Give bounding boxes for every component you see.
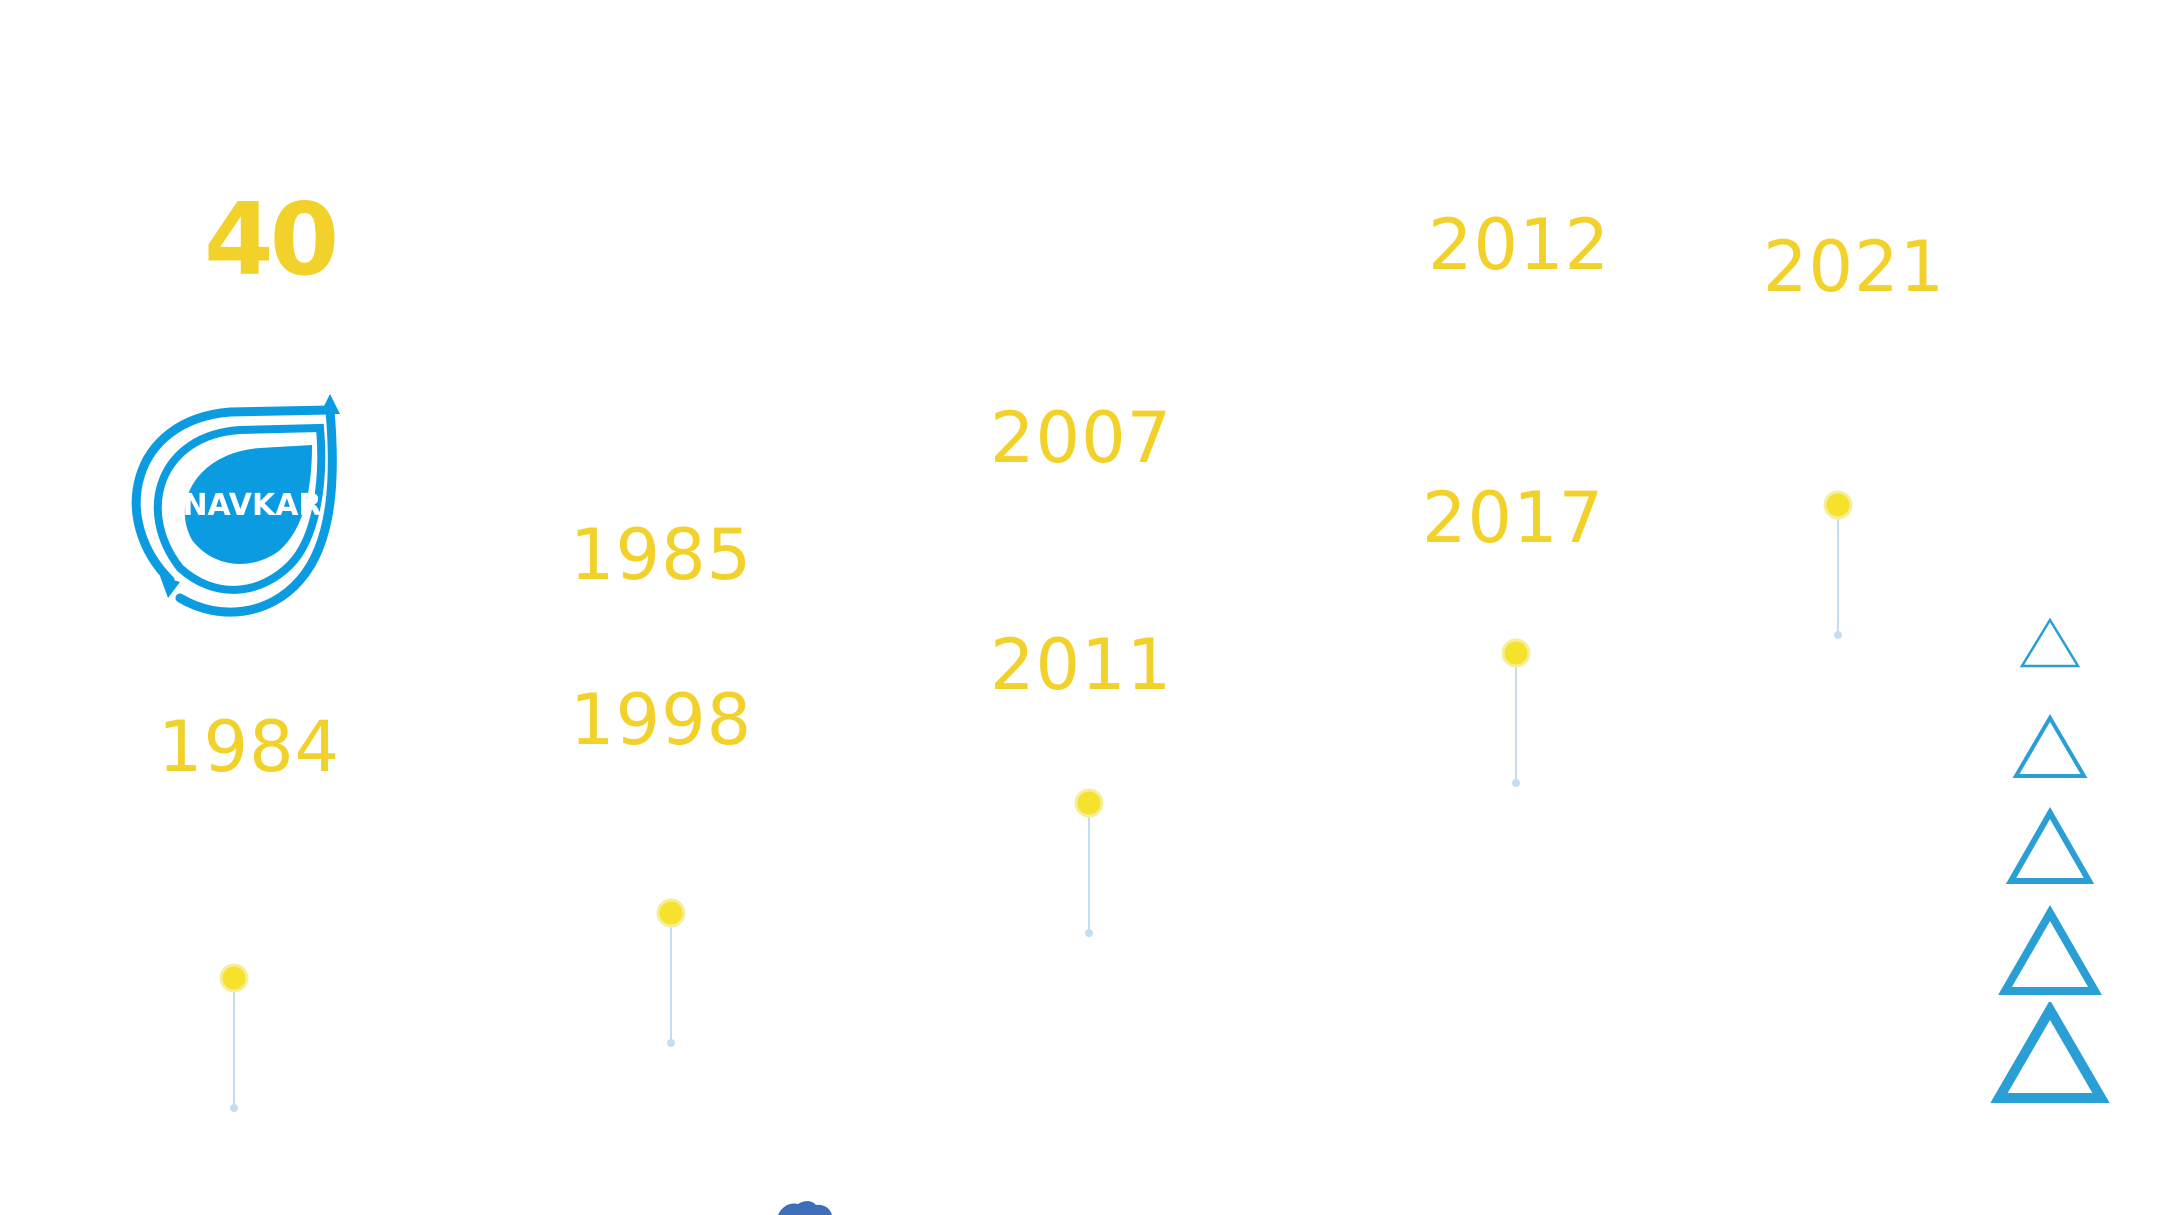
timeline-pin[interactable]: [1069, 783, 1109, 943]
year-2011: 2011: [990, 624, 1173, 706]
triangle-up-icon[interactable]: [1985, 610, 2115, 680]
triangle-up-icon[interactable]: [1985, 805, 2115, 895]
timeline-pin[interactable]: [1496, 633, 1536, 793]
timeline-pin[interactable]: [214, 958, 254, 1118]
triangle-up-icon[interactable]: [1985, 710, 2115, 790]
year-1984: 1984: [158, 706, 341, 788]
timeline-navigation: [1985, 610, 2115, 1110]
years-count: 40: [204, 181, 339, 298]
year-2021: 2021: [1763, 226, 1946, 308]
year-2017: 2017: [1422, 477, 1605, 559]
year-2007: 2007: [990, 397, 1173, 479]
timeline-pin[interactable]: [1818, 485, 1858, 645]
triangle-up-icon[interactable]: [1985, 905, 2115, 1005]
bottom-decoration: [778, 1201, 832, 1215]
triangle-up-icon[interactable]: [1985, 1002, 2115, 1112]
year-2012: 2012: [1428, 204, 1611, 286]
navkar-logo: NAVKAR: [131, 394, 340, 617]
logo-wordmark: NAVKAR: [182, 488, 321, 523]
timeline-pin[interactable]: [651, 893, 691, 1053]
year-1985: 1985: [570, 514, 753, 596]
year-1998: 1998: [570, 679, 753, 761]
